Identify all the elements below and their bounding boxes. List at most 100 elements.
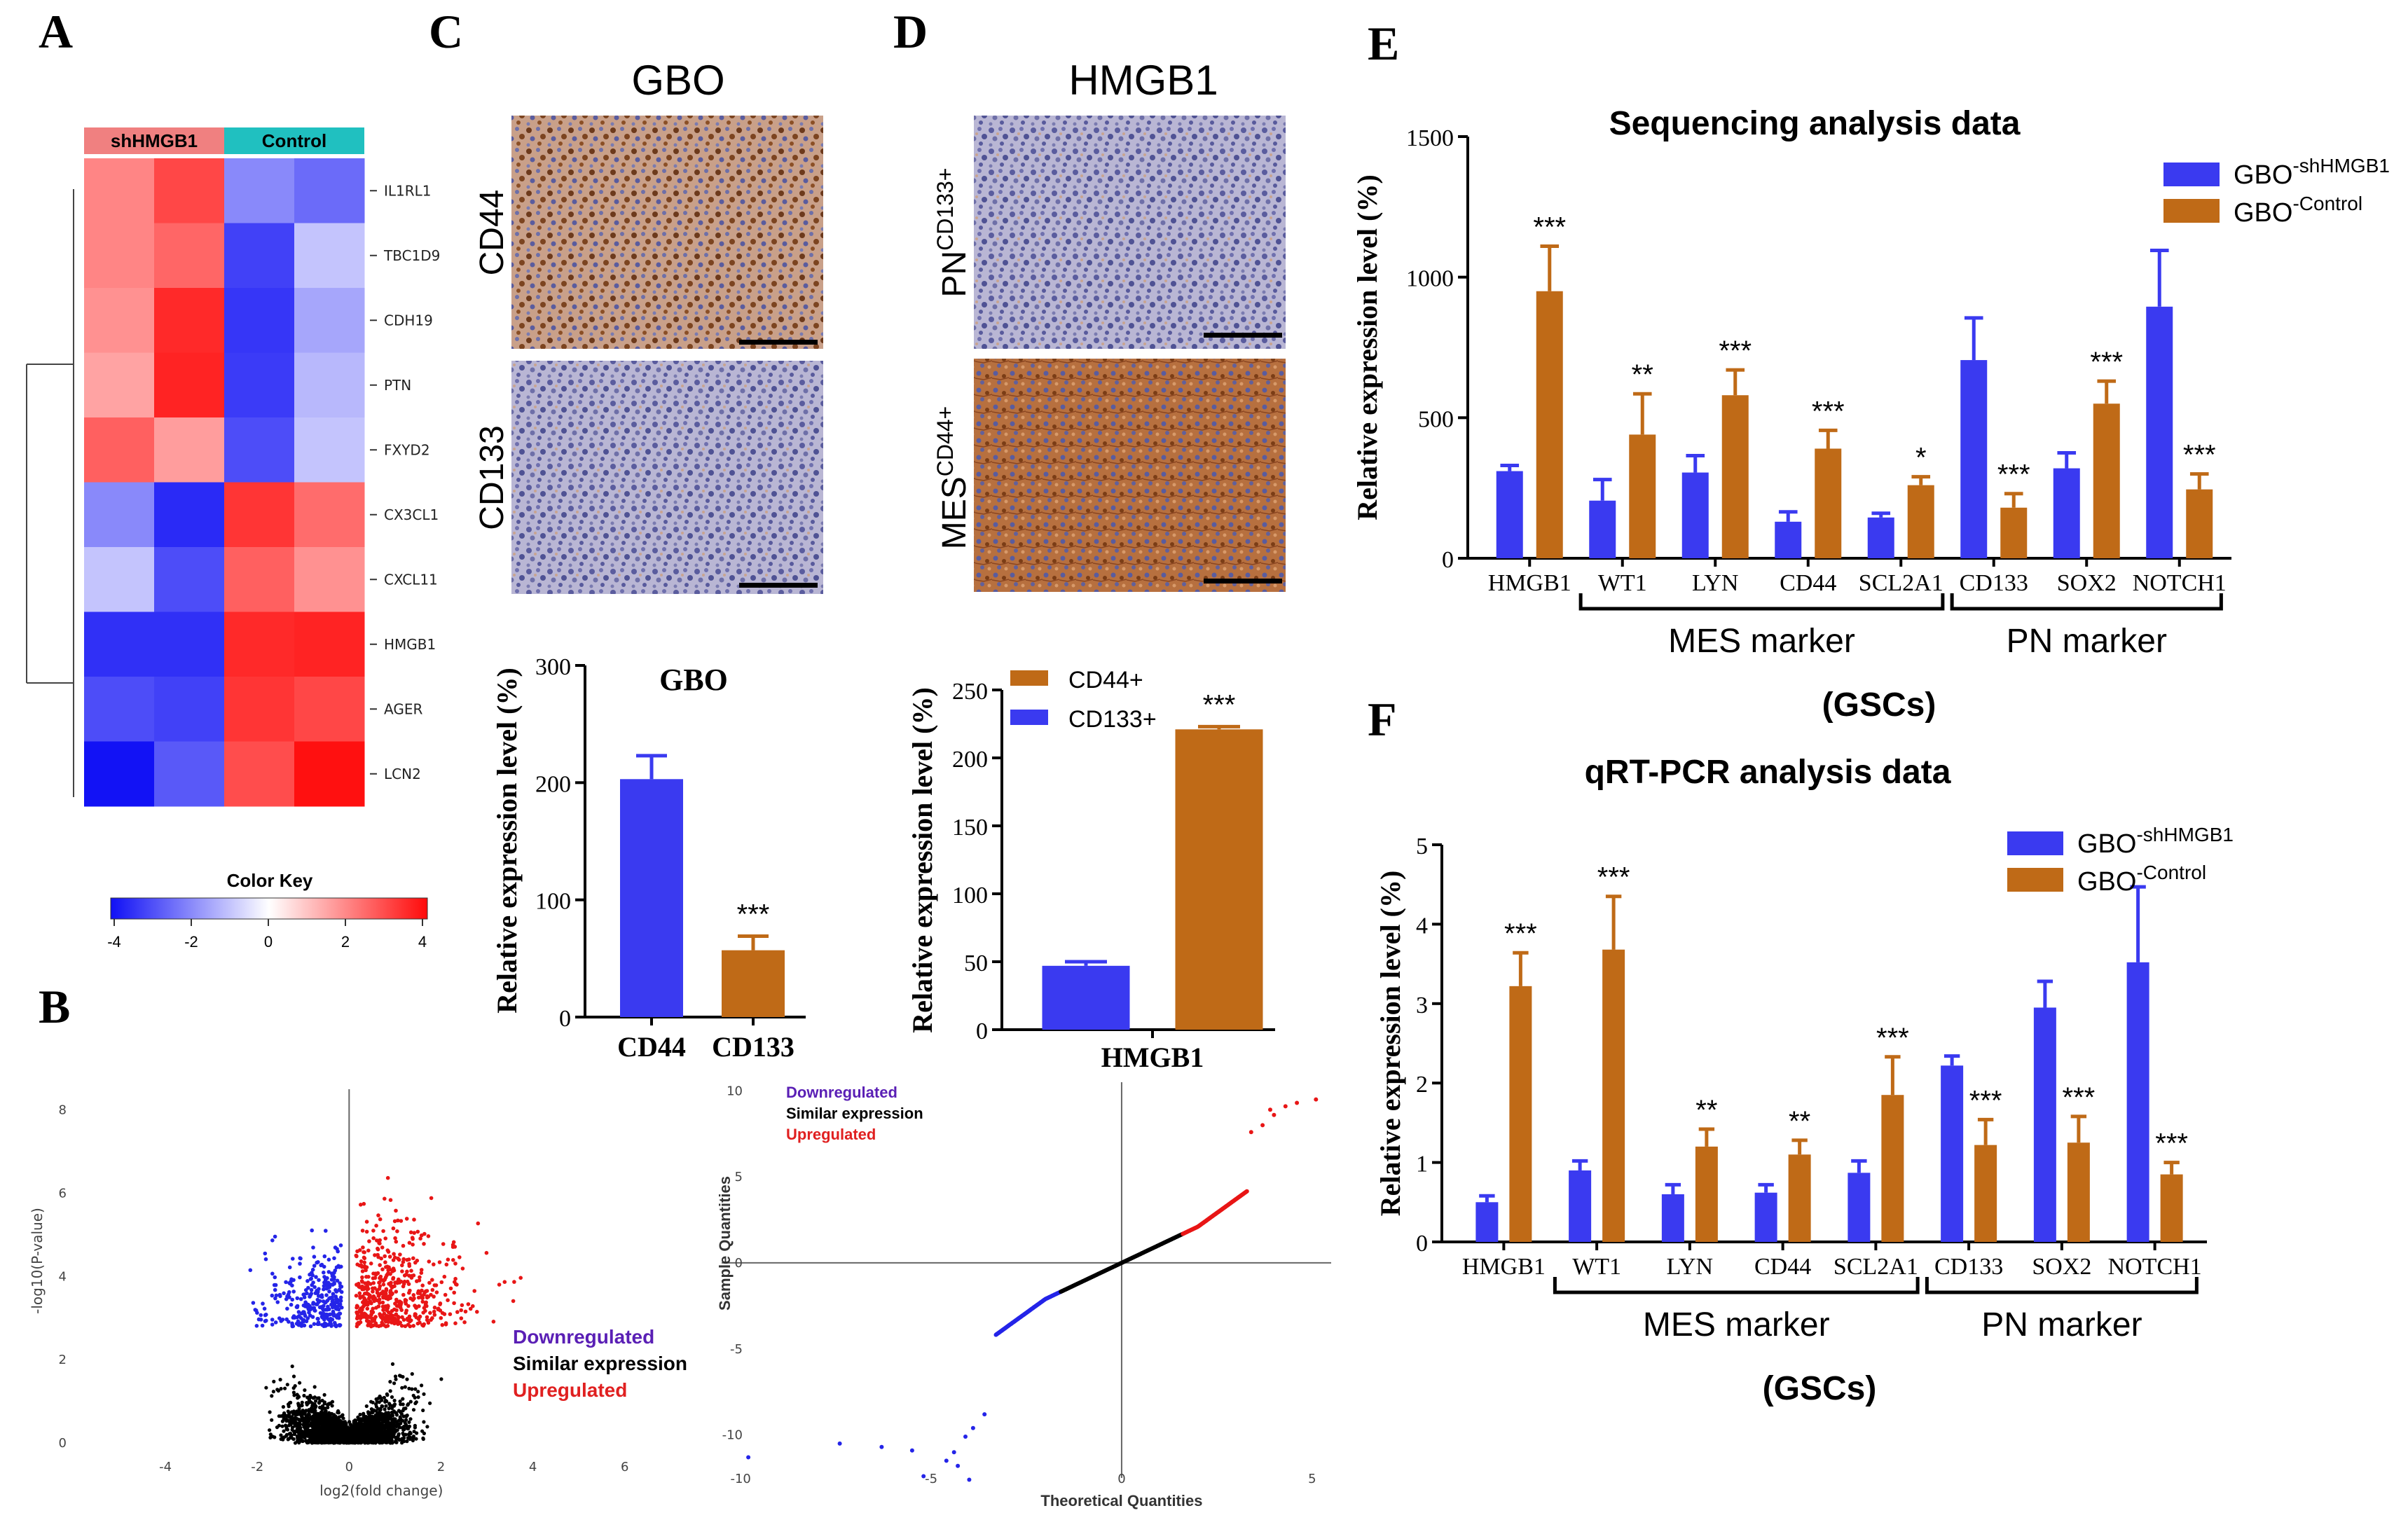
legend-label: Downregulated	[786, 1084, 897, 1101]
point-similar	[278, 1378, 282, 1382]
legend-label-control: GBO-Control	[2234, 193, 2362, 228]
point-similar	[397, 1374, 402, 1378]
point-up	[411, 1293, 416, 1297]
y-tick-label: 8	[59, 1103, 67, 1118]
point-up	[381, 1229, 385, 1234]
significance-label: ***	[1597, 862, 1630, 893]
point-up	[365, 1284, 369, 1288]
point-similar	[411, 1408, 416, 1412]
ihc-d-title: HMGB1	[1068, 57, 1218, 104]
point-similar	[408, 1417, 413, 1421]
heatmap-cell	[224, 611, 295, 677]
bar-chart-e: 0 500 1000 1500 Sequencing analysis data Rela…	[1351, 105, 2390, 724]
point-similar	[376, 1396, 380, 1400]
point-similar	[326, 1405, 330, 1409]
legend-label-shhmgb1: GBO-shHMGB1	[2077, 824, 2234, 859]
point-up	[412, 1231, 416, 1235]
point-up	[366, 1296, 371, 1301]
point-similar	[291, 1437, 296, 1442]
point-similar	[270, 1418, 274, 1422]
gene-label: PTN	[384, 377, 411, 394]
point-up	[362, 1256, 367, 1261]
point-similar	[335, 1438, 339, 1442]
point-up	[364, 1265, 369, 1269]
point-up	[446, 1298, 450, 1302]
bar-chart-d: 0 50 100 150 200 250 Relative expression level…	[907, 667, 1275, 1073]
point-similar	[271, 1390, 275, 1394]
point-down	[837, 1441, 842, 1446]
point-similar	[371, 1417, 376, 1421]
point-down	[314, 1302, 319, 1306]
point-similar	[310, 1423, 315, 1428]
heatmap-cell	[294, 223, 365, 289]
point-similar	[389, 1435, 394, 1439]
x-tick-label: SOX2	[2032, 1254, 2091, 1280]
point-down	[330, 1295, 334, 1299]
point-similar	[282, 1435, 287, 1439]
point-up	[387, 1265, 391, 1269]
point-down	[298, 1262, 302, 1266]
heatmap-cell	[294, 482, 365, 548]
point-down	[336, 1307, 341, 1312]
point-up	[365, 1287, 369, 1292]
point-down	[312, 1322, 317, 1326]
gene-label: CDH19	[384, 312, 433, 329]
point-up	[415, 1229, 420, 1234]
heatmap-cell	[84, 288, 155, 353]
point-similar	[307, 1409, 311, 1413]
bar-control	[2160, 1174, 2183, 1242]
point-similar	[287, 1402, 291, 1407]
point-similar	[282, 1429, 286, 1433]
point-similar	[392, 1381, 397, 1386]
point-down	[340, 1305, 344, 1310]
point-down	[324, 1323, 329, 1327]
gene-label: FXYD2	[384, 441, 430, 458]
point-similar	[318, 1436, 322, 1440]
point-similar	[324, 1416, 328, 1421]
point-down	[318, 1311, 323, 1315]
point-similar	[322, 1414, 326, 1418]
point-similar	[324, 1420, 328, 1424]
point-up	[387, 1255, 392, 1259]
point-up	[476, 1221, 481, 1226]
point-similar	[289, 1433, 294, 1437]
heatmap-cell	[84, 677, 155, 742]
bar-control	[2067, 1142, 2090, 1242]
point-similar	[264, 1386, 268, 1390]
point-up	[388, 1198, 393, 1202]
point-up	[438, 1302, 442, 1306]
point-up	[384, 1287, 389, 1292]
point-similar	[273, 1435, 277, 1439]
point-similar	[327, 1411, 331, 1415]
point-down	[967, 1477, 972, 1482]
point-similar	[296, 1409, 300, 1414]
point-similar	[369, 1400, 373, 1404]
point-similar	[317, 1421, 321, 1425]
point-up	[365, 1306, 370, 1311]
point-similar	[290, 1364, 294, 1369]
point-similar	[401, 1418, 405, 1423]
point-up	[376, 1247, 380, 1252]
y-axis-title: Sample Quantities	[716, 1176, 734, 1311]
point-up	[462, 1320, 467, 1325]
point-down	[307, 1311, 311, 1315]
y-tick-label: 2	[59, 1353, 67, 1367]
bar	[620, 779, 683, 1017]
y-tick-label: 50	[964, 951, 988, 976]
point-up	[394, 1299, 399, 1304]
x-tick-label: 6	[621, 1460, 628, 1474]
bar-control	[1536, 291, 1563, 558]
point-similar	[340, 1413, 345, 1417]
point-similar	[363, 1432, 367, 1436]
point-similar	[320, 1407, 324, 1411]
point-up	[512, 1280, 516, 1284]
point-up	[386, 1318, 391, 1322]
point-down	[277, 1292, 282, 1297]
point-up	[367, 1239, 371, 1243]
point-up	[359, 1259, 364, 1264]
point-up	[408, 1230, 413, 1235]
point-down	[312, 1308, 317, 1313]
point-similar	[390, 1425, 394, 1429]
point-up	[375, 1238, 379, 1243]
point-up	[373, 1321, 378, 1325]
